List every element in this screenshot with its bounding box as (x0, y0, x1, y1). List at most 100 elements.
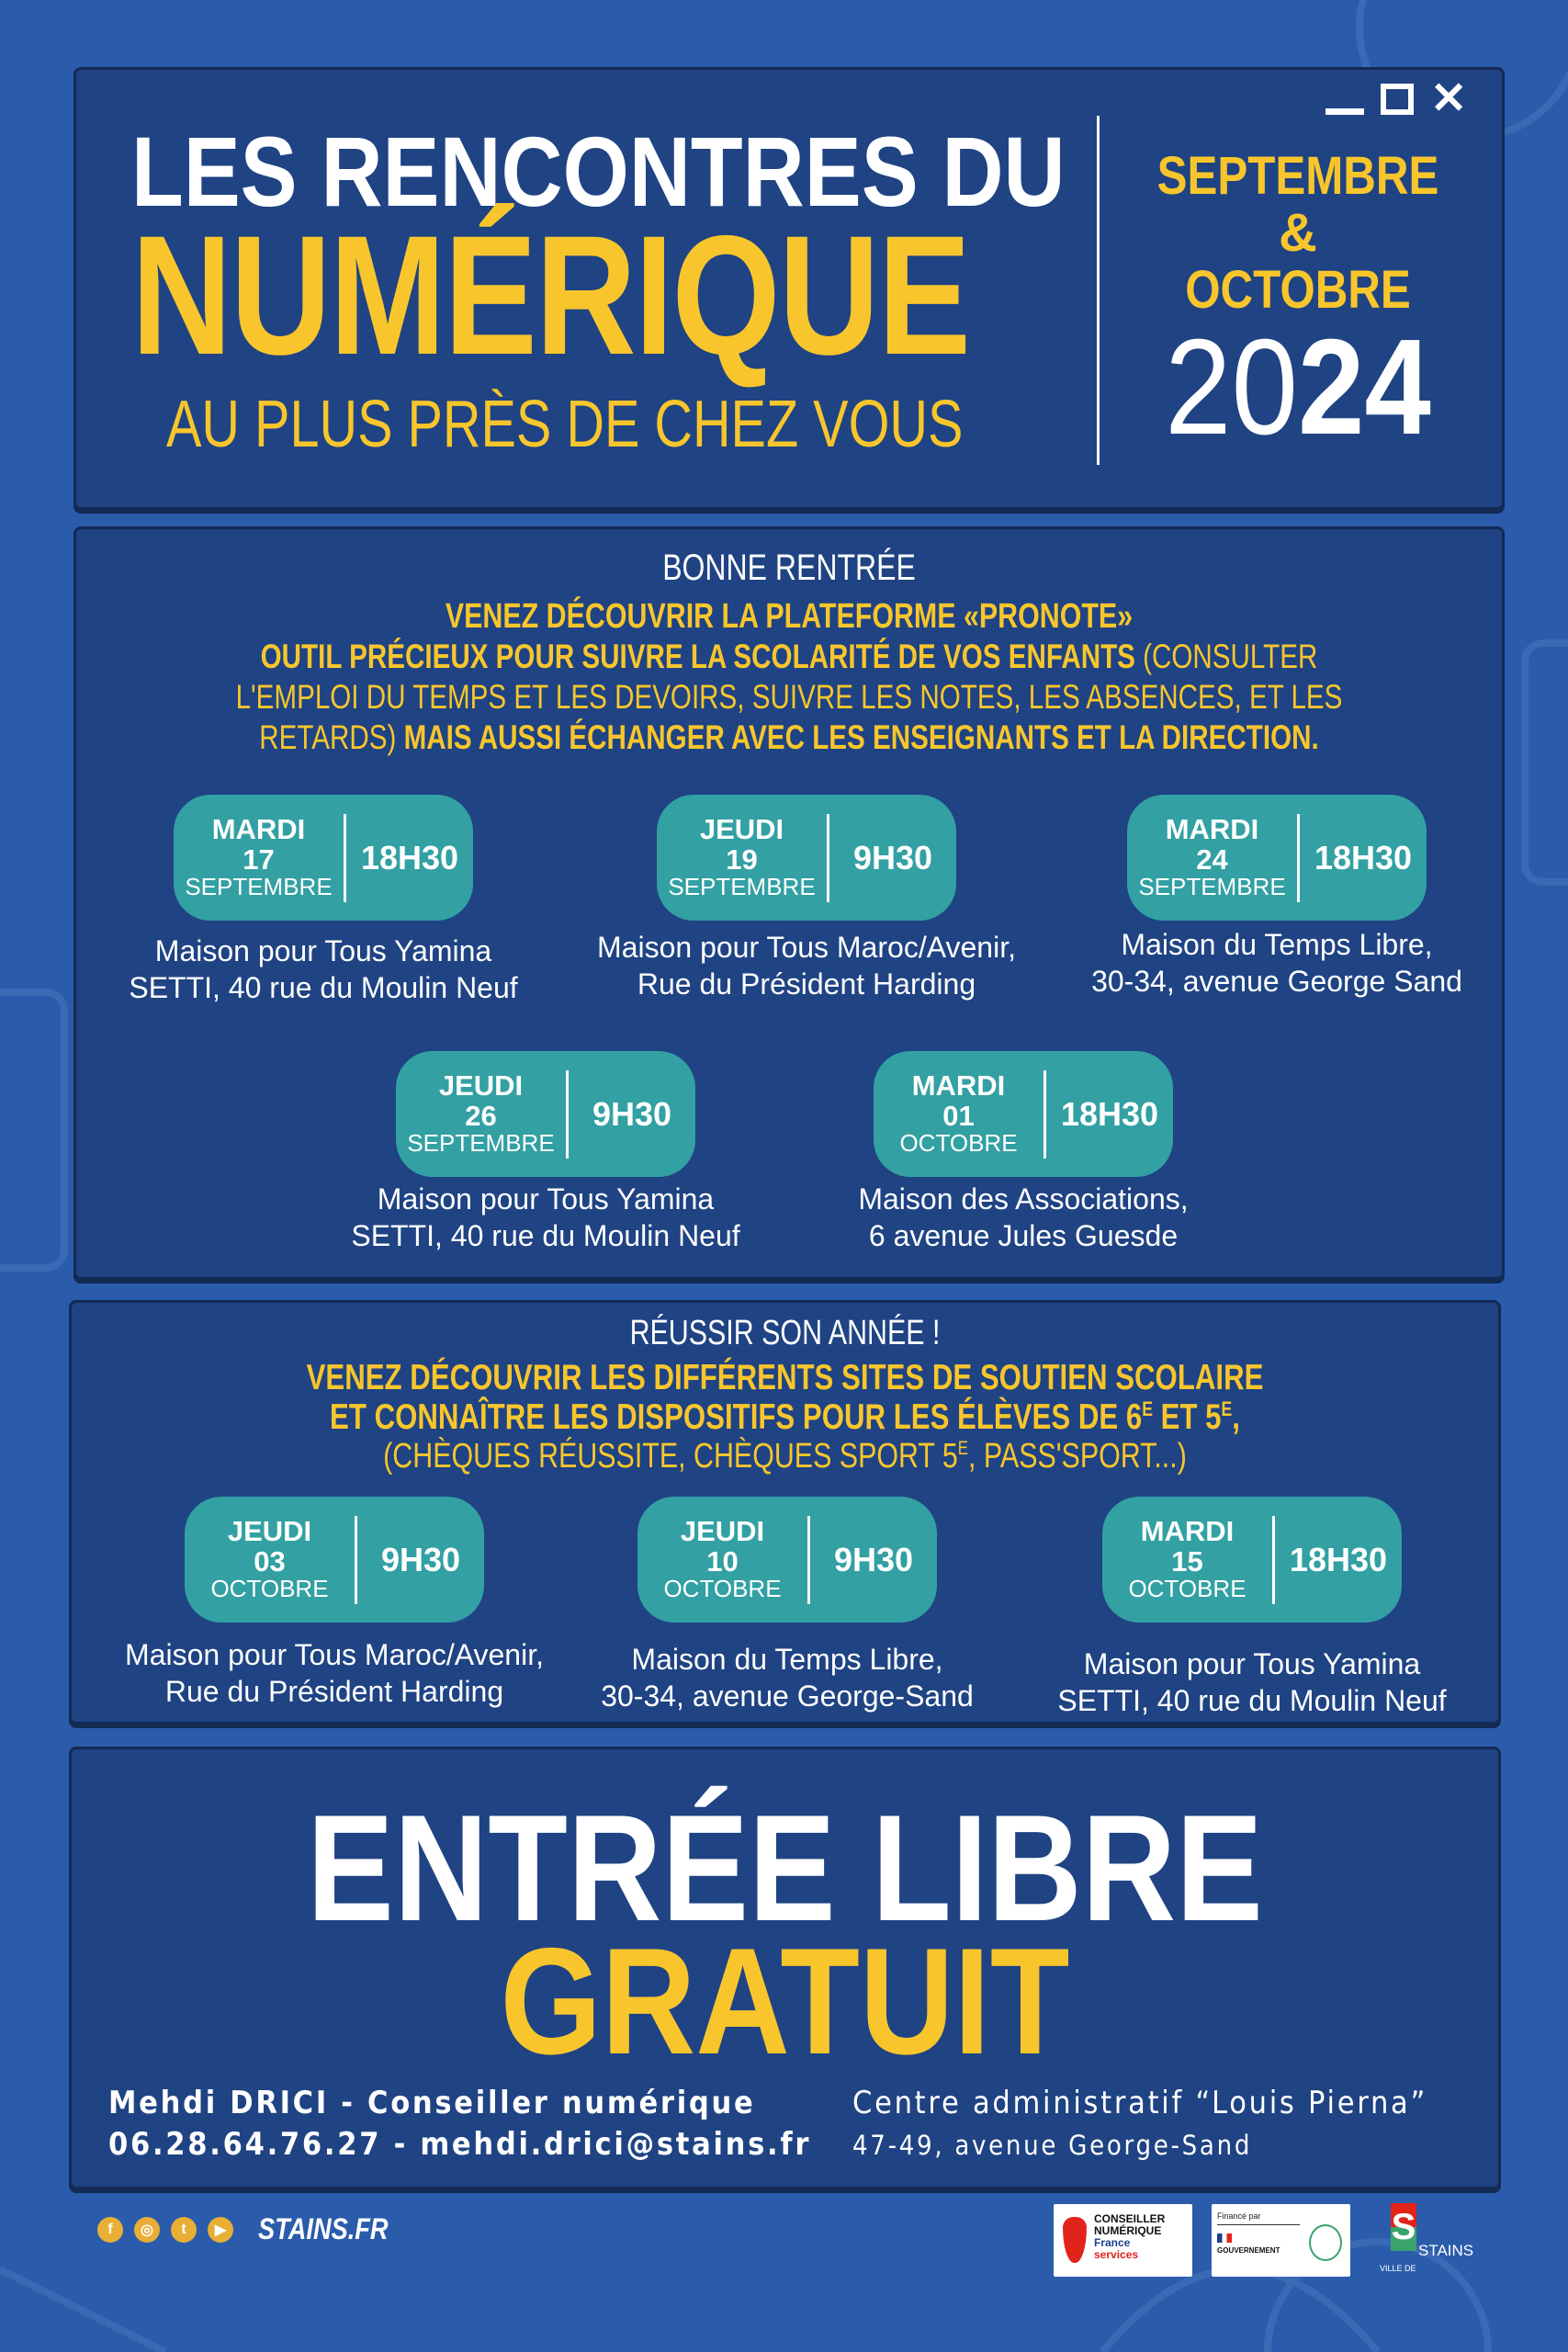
twitter-icon[interactable]: t (171, 2217, 197, 2243)
venue-name: Centre administratif “Louis Pierna” (852, 2085, 1428, 2121)
month-september: SEPTEMBRE (1156, 146, 1439, 206)
session-time: 18H30 (1314, 838, 1413, 876)
bold-text: MAIS AUSSI ÉCHANGER AVEC LES ENSEIGNANTS… (403, 718, 1319, 756)
financed-by-text: Financé par (1217, 2211, 1261, 2221)
session-date: JEUDI 03 OCTOBRE (185, 1517, 355, 1601)
session-date-badge: JEUDI 19 SEPTEMBRE 9H30 (657, 795, 956, 921)
session-time: 9H30 (852, 838, 933, 876)
location-line: SETTI, 40 rue du Moulin Neuf (351, 1219, 740, 1252)
session-month: SEPTEMBRE (407, 1129, 555, 1158)
session-day: JEUDI (699, 813, 784, 846)
website-link[interactable]: STAINS.FR (258, 2212, 389, 2245)
session-day-number: 19 (726, 842, 758, 876)
location-line: Rue du Président Harding (164, 1675, 504, 1708)
contact-info: 06.28.64.76.27 - mehdi.drici@stains.fr (108, 2126, 812, 2163)
section2-kicker: RÉUSSIR SON ANNÉE ! (629, 1314, 941, 1352)
session-date: JEUDI 26 SEPTEMBRE (396, 1071, 566, 1156)
light-text: RETARDS) (259, 718, 404, 756)
session-date-badge: JEUDI 26 SEPTEMBRE 9H30 (396, 1051, 695, 1177)
session-date: MARDI 17 SEPTEMBRE (174, 815, 344, 899)
session-day-number: 01 (942, 1099, 975, 1132)
location-line: Maison pour Tous Yamina (1083, 1647, 1421, 1680)
close-icon[interactable]: ✕ (1430, 74, 1468, 123)
session-date-badge: MARDI 01 OCTOBRE 18H30 (874, 1051, 1173, 1177)
session-day-number: 10 (706, 1544, 739, 1577)
section1-kicker: BONNE RENTRÉE (662, 548, 916, 588)
session-month: OCTOBRE (899, 1129, 1018, 1158)
badge-divider (344, 813, 346, 902)
location-line: Maison des Associations, (858, 1182, 1189, 1216)
session-month: SEPTEMBRE (1138, 873, 1286, 901)
session-location: Maison pour Tous Maroc/Avenir, Rue du Pré… (96, 1636, 573, 1710)
logo-text: CONSEILLER NUMÉRIQUE France services (1094, 2213, 1165, 2261)
stains-name: STAINS (1418, 2242, 1474, 2259)
location-line: 30-34, avenue George Sand (1091, 965, 1462, 998)
government-text: GOUVERNEMENT (1217, 2246, 1280, 2255)
conseiller-numerique-logo: CONSEILLER NUMÉRIQUE France services (1054, 2204, 1192, 2277)
instagram-icon[interactable]: ◎ (134, 2217, 160, 2243)
text: ET 5 (1152, 1397, 1222, 1437)
youtube-icon[interactable]: ▶ (208, 2217, 233, 2243)
logo-line: NUMÉRIQUE (1094, 2224, 1162, 2237)
section2-title-line-1: VENEZ DÉCOUVRIR LES DIFFÉRENTS SITES DE … (306, 1358, 1264, 1397)
session-location: Maison pour Tous Yamina SETTI, 40 rue du … (1013, 1645, 1491, 1719)
session-date-badge: MARDI 24 SEPTEMBRE 18H30 (1127, 795, 1427, 921)
bold-text: OUTIL PRÉCIEUX POUR SUIVRE LA SCOLARITÉ … (260, 638, 1135, 675)
french-flag-icon (1217, 2233, 1232, 2243)
year: 2024 (1145, 319, 1451, 457)
session-date-badge: MARDI 17 SEPTEMBRE 18H30 (174, 795, 473, 921)
header-divider (1097, 116, 1100, 465)
contact-name: Mehdi DRICI - Conseiller numérique (108, 2085, 756, 2121)
stains-logo: S STAINS VILLE DE (1380, 2203, 1481, 2277)
minimize-icon[interactable] (1325, 108, 1364, 115)
badge-divider (1297, 813, 1300, 902)
divider (1217, 2224, 1300, 2225)
section1-title: VENEZ DÉCOUVRIR LA PLATEFORME «PRONOTE» (445, 597, 1134, 636)
pronote-section: BONNE RENTRÉE VENEZ DÉCOUVRIR LA PLATEFO… (73, 526, 1505, 1280)
location-pin-icon (1063, 2217, 1087, 2263)
session-date: JEUDI 10 OCTOBRE (637, 1517, 807, 1601)
session-date-badge: JEUDI 03 OCTOBRE 9H30 (185, 1497, 484, 1623)
location-line: 6 avenue Jules Guesde (868, 1219, 1179, 1252)
superscript: E (1221, 1397, 1233, 1420)
location-line: Maison pour Tous Yamina (154, 934, 492, 967)
session-date: MARDI 15 OCTOBRE (1102, 1517, 1272, 1601)
date-block: SEPTEMBRE & OCTOBRE 2024 (1123, 148, 1472, 457)
logo-line: France (1094, 2236, 1131, 2249)
session-month: SEPTEMBRE (668, 873, 816, 901)
session-location: Maison pour Tous Yamina SETTI, 40 rue du … (307, 1181, 784, 1254)
location-line: Maison pour Tous Maroc/Avenir, (597, 931, 1016, 964)
session-month: OCTOBRE (210, 1575, 329, 1603)
session-day-number: 26 (465, 1099, 497, 1132)
logo-line: services (1094, 2248, 1139, 2261)
session-location: Maison du Temps Libre, 30-34, avenue Geor… (1038, 926, 1516, 1000)
section1-text-line-4: RETARDS) MAIS AUSSI ÉCHANGER AVEC LES EN… (219, 718, 1359, 757)
title-line-1: LES RENCONTRES DU (131, 116, 1066, 227)
seal-icon (1309, 2224, 1342, 2261)
location-line: SETTI, 40 rue du Moulin Neuf (129, 971, 518, 1004)
section1-text-line-3: L'EMPLOI DU TEMPS ET LES DEVOIRS, SUIVRE… (235, 678, 1343, 716)
session-day: JEUDI (680, 1515, 765, 1548)
session-time: 18H30 (1060, 1094, 1159, 1133)
badge-divider (566, 1069, 569, 1159)
facebook-icon[interactable]: f (97, 2217, 123, 2243)
session-day: MARDI (911, 1069, 1006, 1102)
subtitle: AU PLUS PRÈS DE CHEZ VOUS (166, 388, 964, 461)
session-date-badge: JEUDI 10 OCTOBRE 9H30 (637, 1497, 937, 1623)
session-day: MARDI (1165, 813, 1259, 846)
location-line: SETTI, 40 rue du Moulin Neuf (1057, 1684, 1447, 1717)
free-title: GRATUIT (500, 1917, 1070, 2086)
session-day: MARDI (1140, 1515, 1235, 1548)
session-day: MARDI (211, 813, 306, 846)
session-time: 9H30 (833, 1540, 914, 1578)
maximize-icon[interactable] (1381, 84, 1414, 115)
session-date: JEUDI 19 SEPTEMBRE (657, 815, 827, 899)
location-line: Maison pour Tous Yamina (377, 1182, 715, 1216)
header-panel: ✕ LES RENCONTRES DU NUMÉRIQUE AU PLUS PR… (73, 67, 1505, 510)
text: ET CONNAÎTRE LES DISPOSITIFS POUR LES ÉL… (330, 1397, 1143, 1437)
session-time: 18H30 (1289, 1540, 1388, 1578)
year-part-bold: 24 (1298, 311, 1431, 463)
location-line: Maison du Temps Libre, (1121, 928, 1433, 961)
location-line: Maison pour Tous Maroc/Avenir, (125, 1638, 544, 1671)
text: , PASS'SPORT...) (968, 1437, 1187, 1476)
